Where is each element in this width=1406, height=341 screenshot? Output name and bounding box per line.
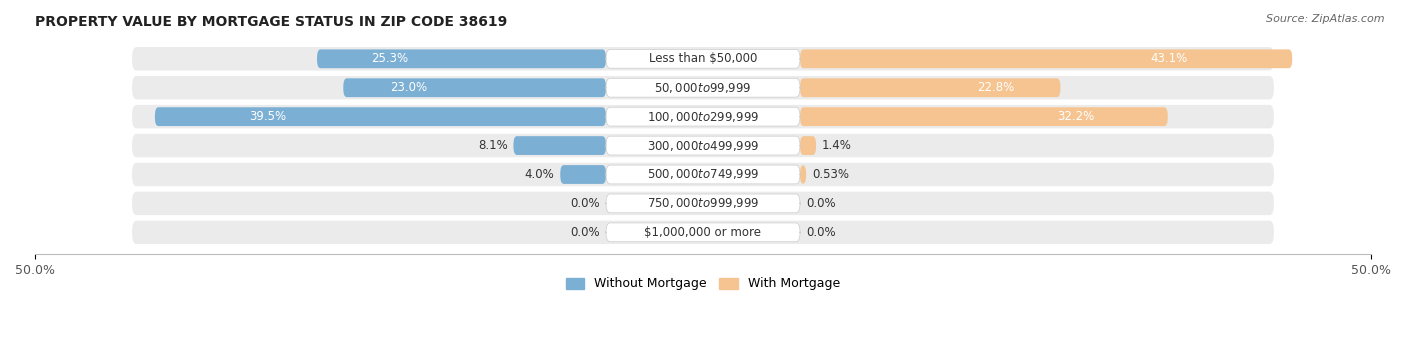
Text: 0.0%: 0.0%	[806, 226, 835, 239]
FancyBboxPatch shape	[606, 165, 800, 184]
Text: 0.0%: 0.0%	[571, 226, 600, 239]
FancyBboxPatch shape	[316, 49, 606, 68]
FancyBboxPatch shape	[606, 78, 800, 97]
FancyBboxPatch shape	[132, 192, 1274, 215]
Text: Less than $50,000: Less than $50,000	[648, 52, 758, 65]
FancyBboxPatch shape	[132, 47, 1274, 71]
FancyBboxPatch shape	[800, 136, 815, 155]
Text: 1.4%: 1.4%	[821, 139, 852, 152]
FancyBboxPatch shape	[132, 76, 1274, 100]
FancyBboxPatch shape	[606, 107, 800, 126]
Text: 0.0%: 0.0%	[806, 197, 835, 210]
Text: 0.0%: 0.0%	[571, 197, 600, 210]
FancyBboxPatch shape	[132, 134, 1274, 157]
Text: 32.2%: 32.2%	[1057, 110, 1094, 123]
Legend: Without Mortgage, With Mortgage: Without Mortgage, With Mortgage	[561, 272, 845, 296]
FancyBboxPatch shape	[800, 78, 1060, 97]
Text: $500,000 to $749,999: $500,000 to $749,999	[647, 167, 759, 181]
Text: $1,000,000 or more: $1,000,000 or more	[644, 226, 762, 239]
FancyBboxPatch shape	[155, 107, 606, 126]
FancyBboxPatch shape	[560, 165, 606, 184]
FancyBboxPatch shape	[606, 223, 800, 242]
FancyBboxPatch shape	[132, 163, 1274, 186]
FancyBboxPatch shape	[606, 136, 800, 155]
Text: 4.0%: 4.0%	[524, 168, 554, 181]
FancyBboxPatch shape	[800, 49, 1292, 68]
FancyBboxPatch shape	[800, 165, 806, 184]
FancyBboxPatch shape	[606, 49, 800, 68]
Text: 25.3%: 25.3%	[371, 52, 408, 65]
FancyBboxPatch shape	[606, 194, 800, 213]
Text: 23.0%: 23.0%	[391, 81, 427, 94]
Text: 8.1%: 8.1%	[478, 139, 508, 152]
Text: $750,000 to $999,999: $750,000 to $999,999	[647, 196, 759, 210]
FancyBboxPatch shape	[800, 107, 1168, 126]
FancyBboxPatch shape	[132, 105, 1274, 128]
Text: $300,000 to $499,999: $300,000 to $499,999	[647, 138, 759, 152]
FancyBboxPatch shape	[132, 221, 1274, 244]
Text: 43.1%: 43.1%	[1150, 52, 1188, 65]
Text: $50,000 to $99,999: $50,000 to $99,999	[654, 81, 752, 95]
Text: $100,000 to $299,999: $100,000 to $299,999	[647, 110, 759, 124]
Text: 39.5%: 39.5%	[249, 110, 287, 123]
Text: 22.8%: 22.8%	[977, 81, 1014, 94]
FancyBboxPatch shape	[343, 78, 606, 97]
Text: 0.53%: 0.53%	[811, 168, 849, 181]
Text: PROPERTY VALUE BY MORTGAGE STATUS IN ZIP CODE 38619: PROPERTY VALUE BY MORTGAGE STATUS IN ZIP…	[35, 15, 508, 29]
Text: Source: ZipAtlas.com: Source: ZipAtlas.com	[1267, 14, 1385, 24]
FancyBboxPatch shape	[513, 136, 606, 155]
